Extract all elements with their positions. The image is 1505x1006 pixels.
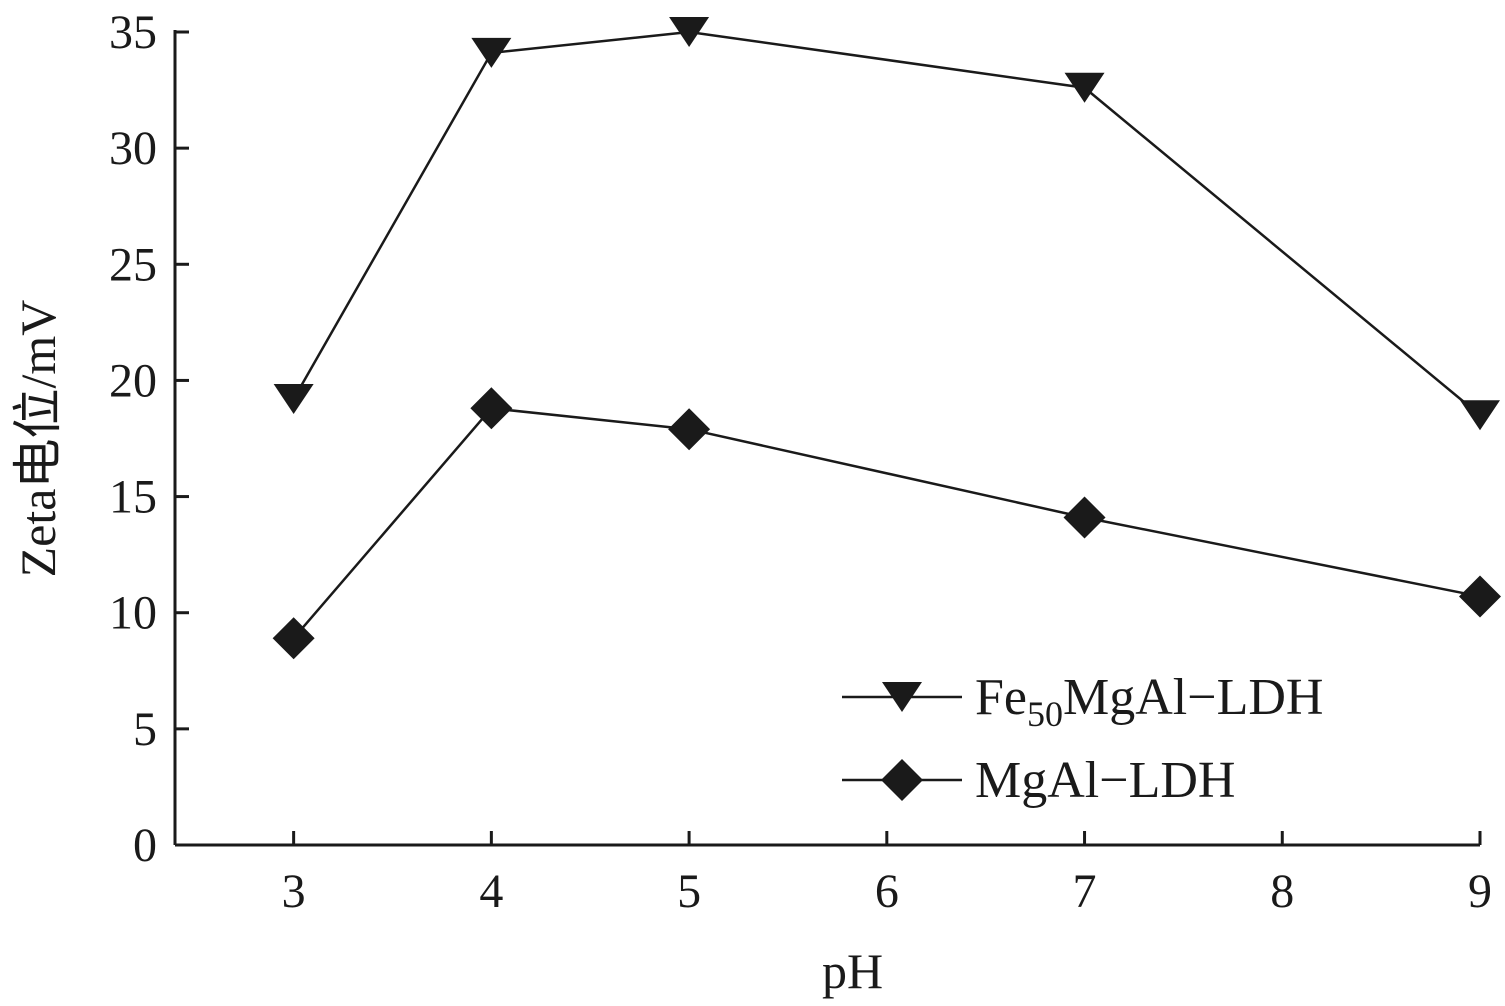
legend-label: Fe50MgAl−LDH xyxy=(975,669,1323,734)
legend-item: MgAl−LDH xyxy=(842,752,1235,809)
x-tick-label: 4 xyxy=(479,865,503,918)
y-tick-label: 25 xyxy=(109,238,157,291)
data-point xyxy=(471,37,512,68)
y-tick-label: 15 xyxy=(109,471,157,524)
data-point xyxy=(1460,400,1500,431)
legend-marker xyxy=(882,682,922,712)
data-point xyxy=(470,387,513,430)
data-point xyxy=(1064,72,1105,103)
x-tick-label: 5 xyxy=(677,865,701,918)
series-line xyxy=(292,30,1481,417)
y-tick-label: 0 xyxy=(133,819,157,872)
axes: 0 5 10 15 20 25 30 35 3 4 5 6 7 8 9 xyxy=(109,6,1492,918)
x-tick-label: 7 xyxy=(1073,865,1097,918)
legend-label: MgAl−LDH xyxy=(975,752,1235,809)
data-point xyxy=(669,17,710,47)
series-layer xyxy=(272,17,1501,660)
x-tick-label: 8 xyxy=(1270,865,1294,918)
data-point xyxy=(273,384,314,415)
x-tick-label: 9 xyxy=(1468,865,1492,918)
series-line xyxy=(292,406,1481,640)
data-point xyxy=(1063,496,1106,539)
legend-marker xyxy=(881,759,923,801)
data-point xyxy=(668,408,711,451)
data-point xyxy=(272,617,315,660)
series-2 xyxy=(272,387,1501,660)
legend-item: Fe50MgAl−LDH xyxy=(842,669,1323,734)
y-tick-label: 10 xyxy=(109,587,157,640)
data-point xyxy=(1459,575,1501,618)
x-tick-label: 3 xyxy=(282,865,306,918)
y-tick-label: 5 xyxy=(133,703,157,756)
x-axis-title: pH xyxy=(822,943,883,999)
legend: Fe50MgAl−LDH MgAl−LDH xyxy=(842,669,1323,809)
series-1 xyxy=(273,17,1500,431)
y-tick-label: 30 xyxy=(109,122,157,175)
x-tick-label: 6 xyxy=(875,865,899,918)
y-tick-label: 20 xyxy=(109,354,157,407)
y-axis-title: Zeta电位/mV xyxy=(10,300,66,578)
y-tick-label: 35 xyxy=(109,6,157,59)
